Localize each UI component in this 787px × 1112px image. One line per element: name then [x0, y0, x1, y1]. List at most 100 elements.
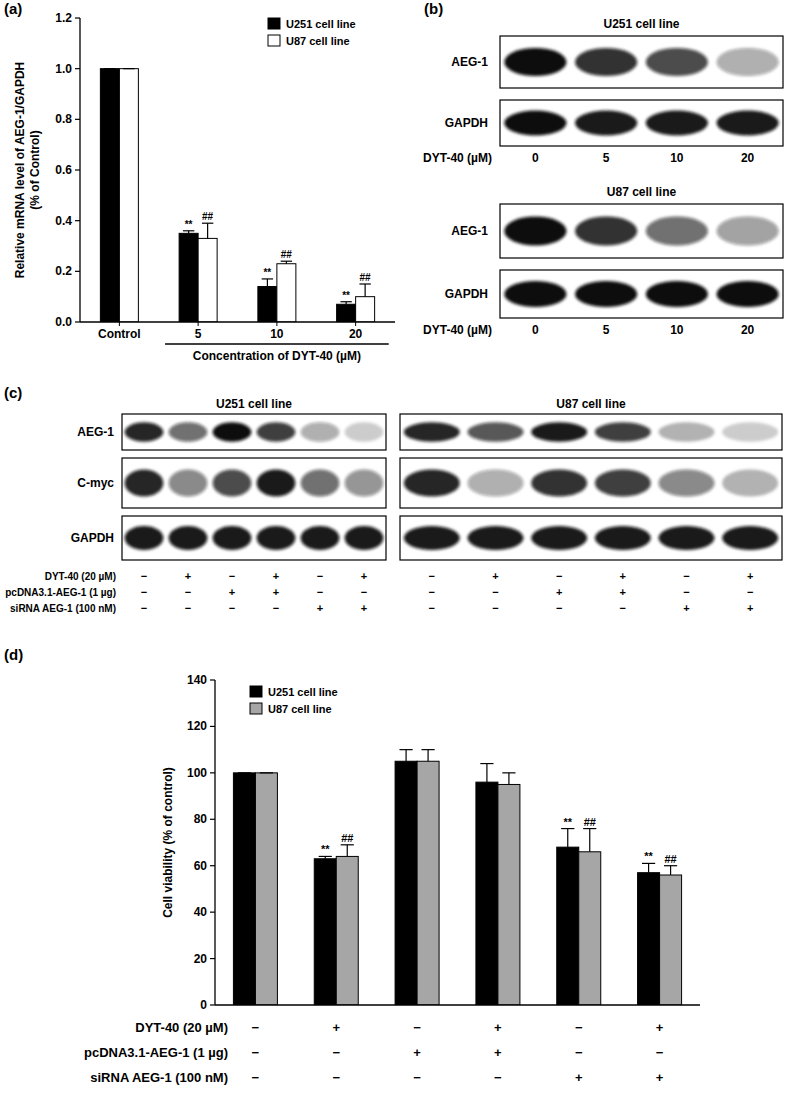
significance: ## [360, 272, 372, 283]
condition-sign: − [747, 586, 753, 598]
significance: ## [584, 816, 596, 828]
error-bar [399, 750, 412, 762]
y-tick [210, 772, 215, 773]
panel-title: (d) [4, 646, 23, 663]
band [595, 422, 651, 441]
condition-sign: + [229, 586, 235, 598]
band [722, 422, 778, 441]
bar [277, 264, 296, 322]
row-label: AEG-1 [451, 224, 488, 238]
band [531, 526, 587, 550]
condition-sign: + [361, 602, 367, 614]
band [646, 48, 708, 76]
blot-frame [500, 270, 783, 318]
condition-sign: − [429, 586, 435, 598]
y-tick [210, 912, 215, 913]
row-label: GAPDH [445, 287, 488, 301]
lane-label: 10 [670, 323, 684, 337]
band [301, 526, 340, 550]
bar [638, 873, 660, 1005]
y-axis-label: Cell viability (% of control) [161, 767, 175, 918]
blot-title: U251 cell line [216, 397, 292, 411]
bar [336, 856, 358, 1005]
band [257, 422, 296, 441]
error-bar [262, 279, 273, 287]
condition-sign: − [413, 1070, 421, 1085]
x-axis [215, 1004, 700, 1005]
significance: ** [185, 219, 193, 230]
blot-frame [500, 204, 783, 258]
significance: ** [321, 843, 330, 855]
band [345, 526, 384, 550]
lane-axis-label: DYT-40 (µM) [423, 323, 492, 337]
band [575, 111, 637, 136]
band [716, 216, 778, 245]
condition-sign: − [494, 1070, 502, 1085]
bar [417, 761, 439, 1005]
condition-sign: + [185, 570, 191, 582]
band [504, 48, 566, 76]
x-tick-label: 5 [195, 327, 202, 341]
condition-sign: + [273, 586, 279, 598]
condition-sign: + [492, 570, 498, 582]
condition-sign: − [252, 1020, 260, 1035]
condition-sign: − [575, 1020, 583, 1035]
y-tick-label: 20 [194, 952, 208, 966]
y-tick [75, 169, 80, 170]
y-tick [75, 321, 80, 322]
condition-sign: − [492, 602, 498, 614]
band [301, 470, 340, 497]
error-bar [502, 773, 515, 785]
condition-sign: − [556, 570, 562, 582]
band [504, 216, 566, 245]
lane-label: 0 [532, 323, 539, 337]
y-tick-label: 0.0 [55, 315, 72, 329]
bar [198, 238, 217, 322]
error-bar [183, 231, 194, 234]
condition-sign: + [747, 602, 753, 614]
condition-label: pcDNA3.1-AEG-1 (1 µg) [5, 587, 116, 598]
error-bar [281, 261, 292, 264]
band [658, 470, 714, 497]
band [595, 526, 651, 550]
condition-sign: − [185, 586, 191, 598]
figure: (a)******######0.00.20.40.60.81.01.2Cont… [0, 0, 787, 1112]
condition-sign: − [332, 1045, 340, 1060]
condition-sign: − [317, 586, 323, 598]
condition-sign: − [429, 570, 435, 582]
condition-sign: − [273, 602, 279, 614]
legend-swatch [268, 35, 280, 46]
condition-sign: − [361, 586, 367, 598]
bar [498, 784, 520, 1005]
band [404, 526, 460, 550]
bar [579, 852, 601, 1005]
error-bar [238, 772, 251, 773]
band [658, 526, 714, 550]
significance: ** [263, 267, 271, 278]
band [169, 422, 208, 441]
band [575, 281, 637, 307]
condition-sign: + [273, 570, 279, 582]
error-bar [260, 772, 273, 773]
condition-sign: + [656, 1070, 664, 1085]
y-tick [210, 865, 215, 866]
lane-label: 10 [670, 151, 684, 165]
band [467, 470, 523, 497]
bracket [165, 343, 389, 344]
blot-frame [122, 458, 386, 508]
y-axis-label: (% of Control) [28, 130, 42, 209]
row-label: AEG-1 [77, 425, 114, 439]
condition-sign: + [317, 602, 323, 614]
error-bar [202, 223, 213, 238]
legend-swatch [268, 18, 280, 29]
significance: ** [563, 816, 572, 828]
condition-sign: − [683, 586, 689, 598]
y-tick-label: 0.8 [55, 112, 72, 126]
condition-sign: + [494, 1020, 502, 1035]
condition-sign: − [492, 586, 498, 598]
error-bar [319, 856, 332, 858]
plot-area [100, 69, 374, 322]
y-tick [210, 679, 215, 680]
bar [100, 69, 119, 322]
blot-frame [400, 458, 782, 508]
